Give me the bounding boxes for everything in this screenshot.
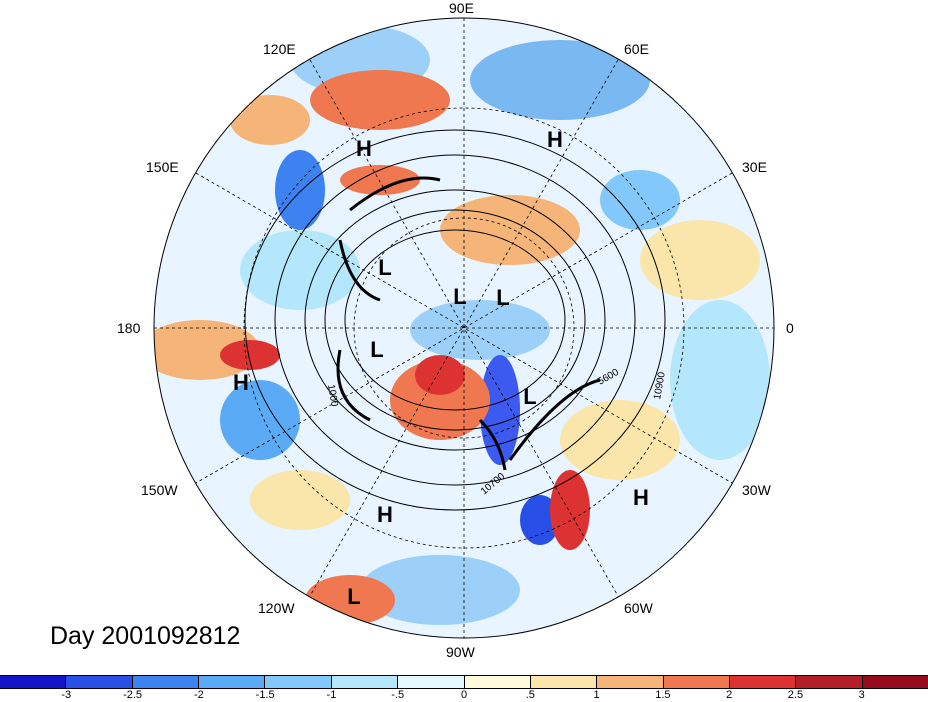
- pressure-center-h-pacific: H: [233, 370, 249, 395]
- pressure-center-l-labrador: L: [523, 384, 537, 409]
- pressure-center-h-atlantic: H: [633, 485, 649, 510]
- colorbar-tick-label: 1.5: [655, 689, 671, 701]
- colorbar-tick-label: -2: [193, 689, 204, 701]
- colorbar-cell: [597, 676, 664, 688]
- pressure-center-l-alaska: L: [370, 337, 384, 362]
- lon-label-180: 180: [117, 320, 141, 336]
- colorbar-tick-label: .5: [525, 689, 535, 701]
- pressure-center-h-north-asia: H: [356, 136, 372, 161]
- lon-label-30w: 30W: [742, 482, 771, 498]
- height-contours: [244, 129, 666, 511]
- graticule: [154, 18, 774, 638]
- colorbar-cell: [66, 676, 133, 688]
- colorbar-tick-label: -1.5: [255, 689, 275, 701]
- colorbar-cell: [796, 676, 863, 688]
- pressure-center-l-arctic-1: L: [453, 284, 467, 309]
- colorbar-tick-label: 2.5: [787, 689, 804, 701]
- colorbar-cell: [265, 676, 332, 688]
- lon-label-120e: 120E: [263, 41, 296, 57]
- pressure-center-l-arctic-2: L: [496, 285, 510, 310]
- colorbar-tick-label: 3: [858, 689, 865, 701]
- colorbar-tick-label: -2.5: [123, 689, 143, 701]
- colorbar-cell: [398, 676, 465, 688]
- colorbar-cell: [729, 676, 797, 688]
- contour-label-10900: 10900: [652, 371, 668, 401]
- colorbar-tick-label: -1: [326, 689, 337, 701]
- contour-label-1000: 1000: [325, 384, 340, 408]
- pressure-center-h-siberia: H: [547, 127, 563, 152]
- lon-label-30e: 30E: [742, 159, 767, 175]
- colorbar-cell: [331, 676, 399, 688]
- colorbar-tick-label: 0: [460, 689, 468, 701]
- colorbar-cell: [199, 676, 266, 688]
- colorbar-tick-label: -.5: [391, 689, 405, 701]
- colorbar-cell: [862, 676, 928, 688]
- colorbar-cell: [464, 676, 531, 688]
- colorbar-tick-label: 2: [726, 689, 733, 701]
- pressure-center-l-north-pacific: L: [378, 255, 392, 280]
- lon-label-150e: 150E: [146, 159, 179, 175]
- lon-label-60w: 60W: [624, 600, 653, 616]
- colorbar-cell: [0, 676, 67, 688]
- lon-label-90w: 90W: [446, 644, 475, 660]
- lon-label-120w: 120W: [258, 600, 295, 616]
- map-boundary: [153, 17, 775, 639]
- lon-label-90e: 90E: [449, 0, 474, 16]
- pressure-center-l-eastern-pacific: L: [347, 584, 361, 609]
- pressure-center-h-western-us: H: [377, 502, 393, 527]
- colorbar-tick-label: -3: [61, 689, 72, 701]
- colorbar-tick-label: 1: [593, 689, 600, 701]
- colorbar-cell: [530, 676, 598, 688]
- lon-label-0: 0: [786, 320, 794, 336]
- lon-label-60e: 60E: [624, 41, 649, 57]
- colorbar: [0, 675, 928, 689]
- lon-label-150w: 150W: [141, 482, 178, 498]
- colorbar-cell: [132, 676, 200, 688]
- colorbar-cell: [663, 676, 730, 688]
- day-title: Day 2001092812: [50, 622, 241, 650]
